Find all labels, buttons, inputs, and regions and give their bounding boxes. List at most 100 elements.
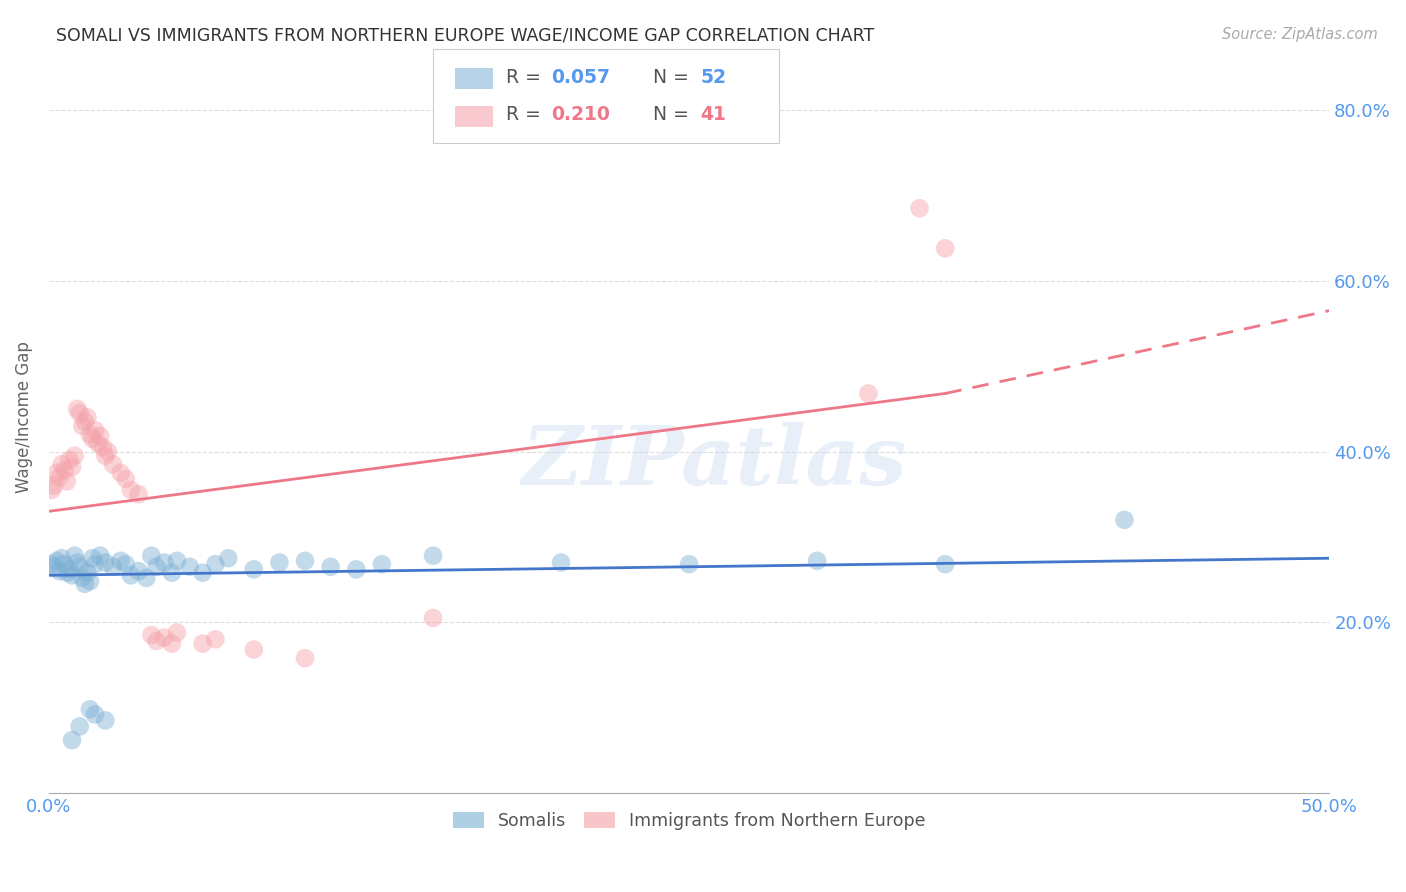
- Point: [269, 556, 291, 570]
- Point: [128, 564, 150, 578]
- Point: [51, 458, 73, 472]
- Point: [120, 483, 142, 497]
- Point: [63, 549, 86, 563]
- Point: [422, 611, 444, 625]
- Point: [94, 714, 117, 728]
- Point: [550, 556, 572, 570]
- Point: [94, 556, 117, 570]
- Point: [66, 401, 89, 416]
- Text: 0.057: 0.057: [551, 68, 610, 87]
- Point: [45, 466, 67, 480]
- Point: [56, 566, 79, 580]
- Point: [344, 562, 367, 576]
- Text: Source: ZipAtlas.com: Source: ZipAtlas.com: [1222, 27, 1378, 42]
- Point: [153, 631, 176, 645]
- Point: [908, 201, 931, 215]
- Point: [243, 642, 266, 657]
- Point: [179, 559, 201, 574]
- Point: [934, 558, 956, 572]
- Text: 52: 52: [700, 68, 727, 87]
- Point: [73, 577, 96, 591]
- Point: [84, 558, 107, 572]
- Point: [79, 574, 101, 589]
- Point: [128, 487, 150, 501]
- Point: [42, 478, 65, 492]
- Point: [110, 466, 132, 480]
- Point: [86, 436, 108, 450]
- Point: [53, 463, 76, 477]
- Y-axis label: Wage/Income Gap: Wage/Income Gap: [15, 342, 32, 493]
- Point: [97, 444, 120, 458]
- Point: [145, 634, 167, 648]
- Point: [101, 559, 124, 574]
- Point: [58, 562, 80, 576]
- Text: R =: R =: [506, 105, 541, 124]
- Point: [294, 554, 316, 568]
- Text: N =: N =: [654, 105, 689, 124]
- Point: [58, 453, 80, 467]
- FancyBboxPatch shape: [454, 105, 494, 127]
- Point: [48, 470, 70, 484]
- Text: ZIPatlas: ZIPatlas: [522, 423, 907, 502]
- Point: [63, 449, 86, 463]
- Point: [45, 554, 67, 568]
- Point: [166, 625, 188, 640]
- Point: [101, 458, 124, 472]
- Point: [319, 559, 342, 574]
- Point: [191, 566, 214, 580]
- FancyBboxPatch shape: [454, 68, 494, 89]
- Text: 41: 41: [700, 105, 727, 124]
- Point: [806, 554, 828, 568]
- Point: [51, 551, 73, 566]
- Point: [204, 558, 226, 572]
- Point: [60, 733, 83, 747]
- Point: [56, 475, 79, 489]
- Point: [60, 459, 83, 474]
- Point: [294, 651, 316, 665]
- Point: [66, 556, 89, 570]
- Point: [41, 483, 63, 497]
- Point: [41, 558, 63, 572]
- Point: [160, 566, 183, 580]
- Point: [69, 559, 91, 574]
- Point: [48, 564, 70, 578]
- Point: [191, 637, 214, 651]
- Point: [82, 551, 104, 566]
- Point: [858, 386, 880, 401]
- Point: [72, 418, 94, 433]
- Point: [79, 702, 101, 716]
- Point: [1114, 513, 1136, 527]
- Text: R =: R =: [506, 68, 541, 87]
- Point: [69, 406, 91, 420]
- Text: 0.210: 0.210: [551, 105, 610, 124]
- Point: [422, 549, 444, 563]
- Point: [243, 562, 266, 576]
- Point: [89, 429, 111, 443]
- Point: [120, 568, 142, 582]
- Point: [94, 449, 117, 463]
- Point: [153, 556, 176, 570]
- Point: [141, 549, 163, 563]
- Point: [84, 707, 107, 722]
- Point: [110, 554, 132, 568]
- Point: [114, 558, 136, 572]
- Point: [42, 559, 65, 574]
- Point: [160, 637, 183, 651]
- FancyBboxPatch shape: [433, 49, 779, 144]
- Point: [166, 554, 188, 568]
- Point: [76, 410, 98, 425]
- Point: [73, 415, 96, 429]
- Legend: Somalis, Immigrants from Northern Europe: Somalis, Immigrants from Northern Europe: [446, 805, 932, 837]
- Point: [371, 558, 394, 572]
- Point: [204, 632, 226, 647]
- Text: SOMALI VS IMMIGRANTS FROM NORTHERN EUROPE WAGE/INCOME GAP CORRELATION CHART: SOMALI VS IMMIGRANTS FROM NORTHERN EUROP…: [56, 27, 875, 45]
- Point: [82, 432, 104, 446]
- Point: [678, 558, 700, 572]
- Point: [69, 719, 91, 733]
- Point: [89, 549, 111, 563]
- Point: [217, 551, 239, 566]
- Point: [91, 440, 114, 454]
- Point: [60, 568, 83, 582]
- Point: [934, 241, 956, 255]
- Text: N =: N =: [654, 68, 689, 87]
